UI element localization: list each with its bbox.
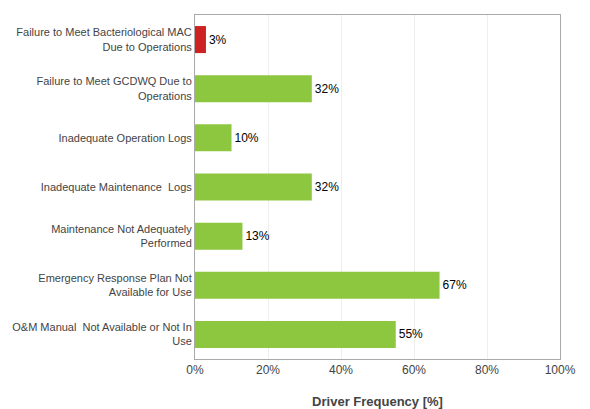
svg-text:80%: 80% [475,363,499,377]
svg-text:Emergency Response Plan NotAva: Emergency Response Plan NotAvailable for… [38,272,191,298]
svg-text:10%: 10% [235,131,259,145]
svg-text:Driver Frequency [%]: Driver Frequency [%] [312,394,443,409]
svg-text:Failure to Meet Bacteriologica: Failure to Meet Bacteriological MACDue t… [16,26,192,52]
svg-text:67%: 67% [443,278,467,292]
svg-text:Inadequate Maintenance Logs: Inadequate Maintenance Logs [41,181,193,193]
svg-text:100%: 100% [545,363,576,377]
svg-text:32%: 32% [315,82,339,96]
svg-text:13%: 13% [245,229,269,243]
svg-text:0%: 0% [186,363,204,377]
svg-text:32%: 32% [315,180,339,194]
svg-text:20%: 20% [256,363,280,377]
svg-text:Maintenance Not AdequatelyPerf: Maintenance Not AdequatelyPerformed [51,223,192,249]
svg-text:Inadequate Operation Logs: Inadequate Operation Logs [58,132,192,144]
svg-text:O&M Manual Not Available or N: O&M Manual Not Available or Not InUse [12,321,192,347]
svg-text:3%: 3% [209,33,227,47]
svg-text:40%: 40% [329,363,353,377]
svg-text:60%: 60% [402,363,426,377]
svg-text:Failure to Meet GCDWQ Due toOp: Failure to Meet GCDWQ Due toOperations [37,75,193,101]
svg-text:55%: 55% [399,327,423,341]
